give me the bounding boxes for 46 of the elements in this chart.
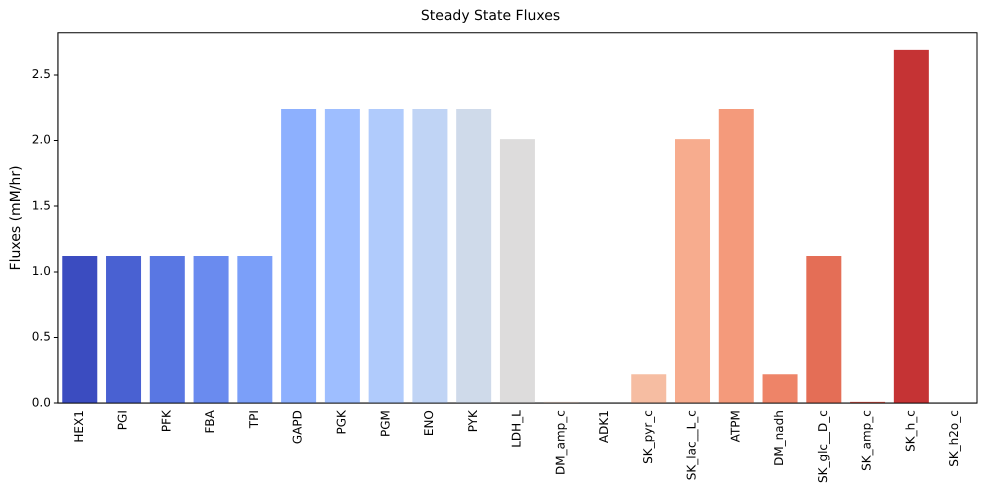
- bar: [324, 108, 360, 403]
- x-tick-label: SK_glc__D_c: [816, 410, 830, 483]
- y-tick-label: 1.0: [32, 264, 51, 278]
- x-tick-label: PFK: [159, 409, 174, 432]
- x-tick-label: SK_pyr_c: [640, 410, 655, 464]
- x-tick-label: ADK1: [597, 410, 612, 444]
- y-axis-title: Fluxes (mM/hr): [8, 165, 24, 270]
- x-tick-label: GAPD: [290, 410, 305, 444]
- bar: [281, 108, 316, 403]
- x-tick-label: SK_h_c: [903, 410, 918, 452]
- x-tick-label: ATPM: [728, 410, 742, 442]
- x-tick-label: HEX1: [72, 410, 86, 443]
- bar: [500, 139, 535, 403]
- x-tick-label: TPI: [246, 410, 261, 430]
- x-tick-label: PGM: [378, 410, 392, 438]
- bar: [62, 256, 98, 403]
- bar: [718, 108, 754, 403]
- bar: [806, 256, 842, 403]
- bar: [368, 108, 404, 403]
- chart-title: Steady State Fluxes: [420, 8, 560, 24]
- bar: [237, 256, 272, 403]
- y-tick-label: 2.5: [32, 66, 51, 81]
- bar: [194, 256, 229, 403]
- x-tick-label: PGK: [334, 409, 348, 435]
- bar: [150, 256, 185, 403]
- bar: [412, 108, 448, 403]
- x-tick-label: SK_h2o_c: [947, 410, 962, 467]
- x-tick-label: SK_amp_c: [860, 410, 874, 471]
- y-tick-label: 1.5: [32, 198, 51, 212]
- x-tick-label: PYK: [466, 408, 480, 432]
- bar: [675, 139, 710, 403]
- y-tick-label: 0.0: [32, 395, 51, 410]
- bar: [106, 256, 142, 403]
- y-tick-label: 0.5: [32, 330, 51, 344]
- bar: [456, 108, 492, 403]
- x-tick-label: ENO: [422, 410, 436, 436]
- bar: [762, 374, 798, 403]
- x-tick-label: DM_amp_c: [553, 410, 568, 475]
- bar: [894, 50, 929, 403]
- x-tick-label: PGI: [116, 410, 130, 430]
- bar: [631, 374, 666, 403]
- x-tick-label: FBA: [203, 409, 218, 434]
- x-tick-label: LDH_L: [510, 410, 524, 448]
- y-tick-label: 2.0: [32, 132, 51, 147]
- x-tick-label: DM_nadh: [772, 410, 786, 466]
- x-tick-label: SK_lac__L_c: [684, 410, 699, 480]
